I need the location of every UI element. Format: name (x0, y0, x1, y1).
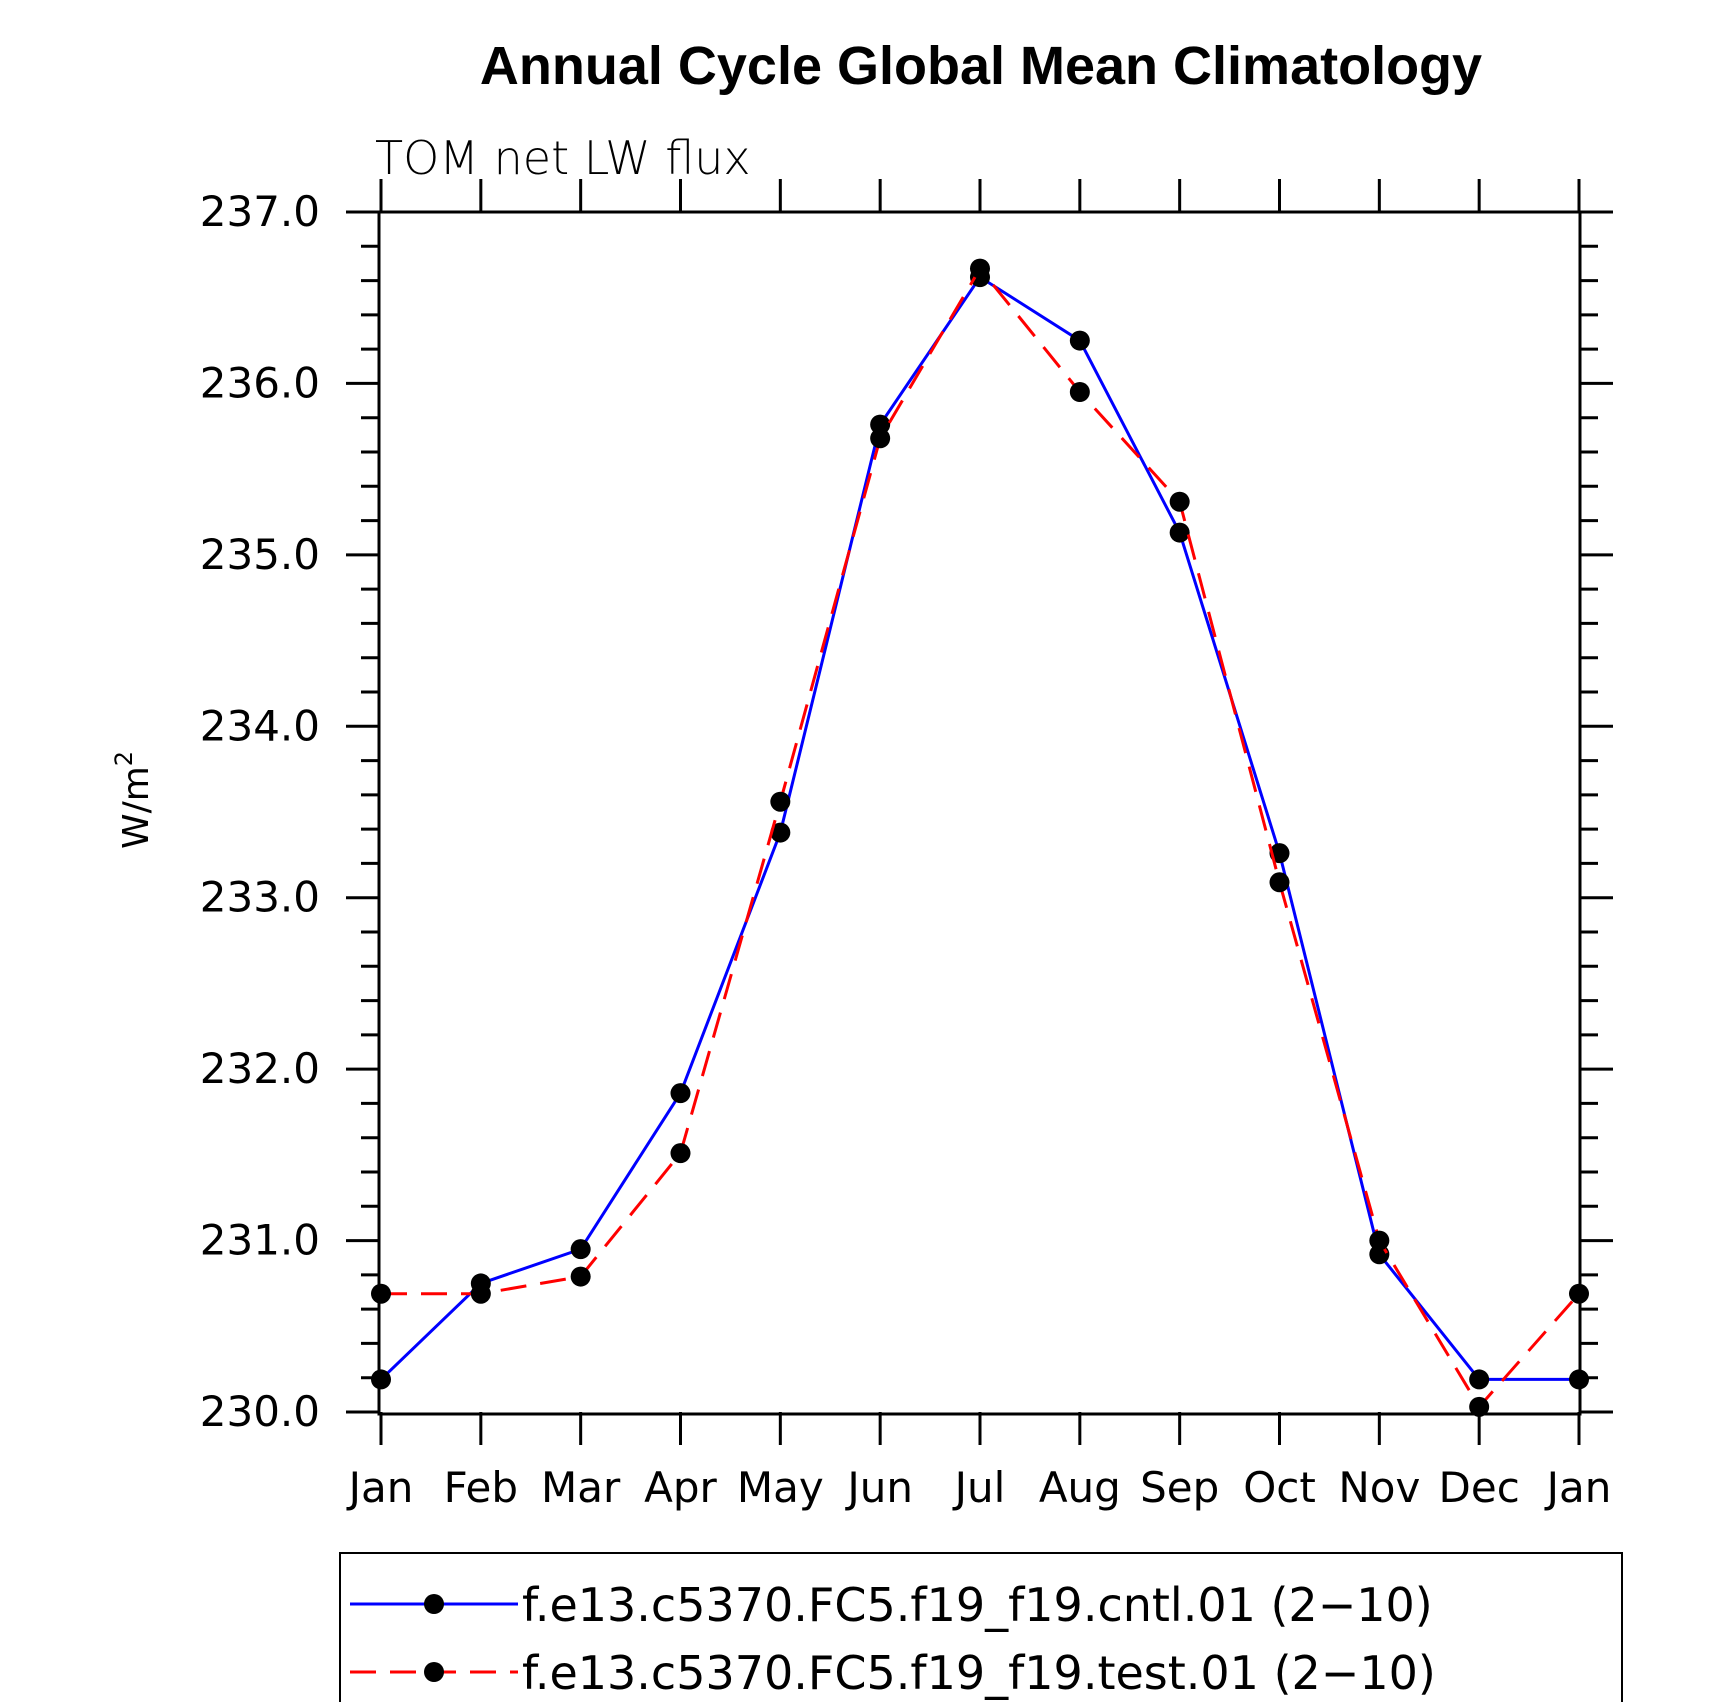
data-point (1369, 1230, 1390, 1251)
data-point (1469, 1396, 1490, 1417)
legend-label: f.e13.c5370.FC5.f19_f19.test.01 (2−10) (522, 1646, 1436, 1700)
x-tick-label: Aug (1039, 1463, 1121, 1512)
data-point (770, 822, 791, 843)
data-point (1469, 1369, 1490, 1390)
legend-label: f.e13.c5370.FC5.f19_f19.cntl.01 (2−10) (522, 1578, 1433, 1632)
y-tick-label: 233.0 (200, 873, 320, 922)
data-series (371, 258, 1589, 1417)
y-tick-label: 237.0 (200, 187, 320, 236)
x-tick-label: May (737, 1463, 824, 1512)
y-tick-label: 236.0 (200, 358, 320, 407)
data-point (670, 1083, 691, 1104)
legend-box (339, 1552, 1623, 1702)
y-tick-labels: 230.0 231.0 232.0 233.0 234.0 235.0 236.0 237.0 (200, 187, 320, 1436)
y-tick-label: 230.0 (200, 1387, 320, 1436)
data-point (970, 258, 990, 279)
x-tick-label: Apr (644, 1463, 717, 1512)
data-point (570, 1239, 591, 1260)
x-tick-label: Jan (1544, 1463, 1612, 1512)
legend-marker (424, 1594, 444, 1614)
y-tick-label: 231.0 (200, 1216, 320, 1265)
axis-ticks (346, 179, 1613, 1445)
data-point (1069, 330, 1090, 351)
x-tick-label: Nov (1338, 1463, 1420, 1512)
data-point (870, 414, 891, 435)
data-point (1069, 382, 1090, 402)
data-point (870, 428, 891, 449)
x-tick-label: Feb (444, 1463, 518, 1512)
x-tick-label: Jun (844, 1463, 913, 1512)
chart-title: Annual Cycle Global Mean Climatology (480, 36, 1482, 96)
x-tick-label: Dec (1439, 1463, 1520, 1512)
series-1 (371, 267, 1589, 1390)
chart-subtitle: TOM net LW flux (375, 131, 751, 185)
series-2 (371, 258, 1589, 1417)
data-point (371, 1283, 391, 1304)
legend-item: f.e13.c5370.FC5.f19_f19.test.01 (2−10) (350, 1646, 1436, 1700)
data-point (470, 1283, 491, 1304)
legend: f.e13.c5370.FC5.f19_f19.cntl.01 (2−10) f.… (339, 1552, 1623, 1702)
y-tick-label: 235.0 (200, 530, 320, 579)
x-tick-labels: Jan Feb Mar Apr May Jun Jul Aug Sep Oct Nov Dec Jan (346, 1463, 1612, 1512)
plot-frame (377, 210, 1582, 1416)
y-axis-label-text: W/m (116, 766, 157, 849)
data-point (1169, 491, 1190, 512)
data-point (570, 1266, 591, 1287)
series-line (379, 275, 1579, 1381)
svg-text:W/m2: W/m2 (110, 751, 157, 849)
y-axis-label-superscript: 2 (110, 751, 138, 766)
y-axis-label: W/m2 (110, 751, 157, 849)
x-tick-label: Mar (541, 1463, 621, 1512)
data-point (371, 1369, 391, 1390)
legend-item: f.e13.c5370.FC5.f19_f19.cntl.01 (2−10) (350, 1578, 1433, 1632)
series-line (381, 265, 1581, 1410)
x-tick-label: Jan (346, 1463, 414, 1512)
x-tick-label: Jul (952, 1463, 1006, 1512)
data-point (1569, 1369, 1589, 1390)
data-point (1569, 1283, 1589, 1304)
y-tick-label: 232.0 (200, 1044, 320, 1093)
data-point (670, 1143, 691, 1164)
legend-marker (424, 1662, 444, 1682)
x-tick-label: Sep (1140, 1463, 1219, 1512)
data-point (1169, 522, 1190, 543)
data-point (770, 791, 791, 812)
x-tick-label: Oct (1243, 1463, 1316, 1512)
data-point (1269, 872, 1290, 893)
y-tick-label: 234.0 (200, 701, 320, 750)
